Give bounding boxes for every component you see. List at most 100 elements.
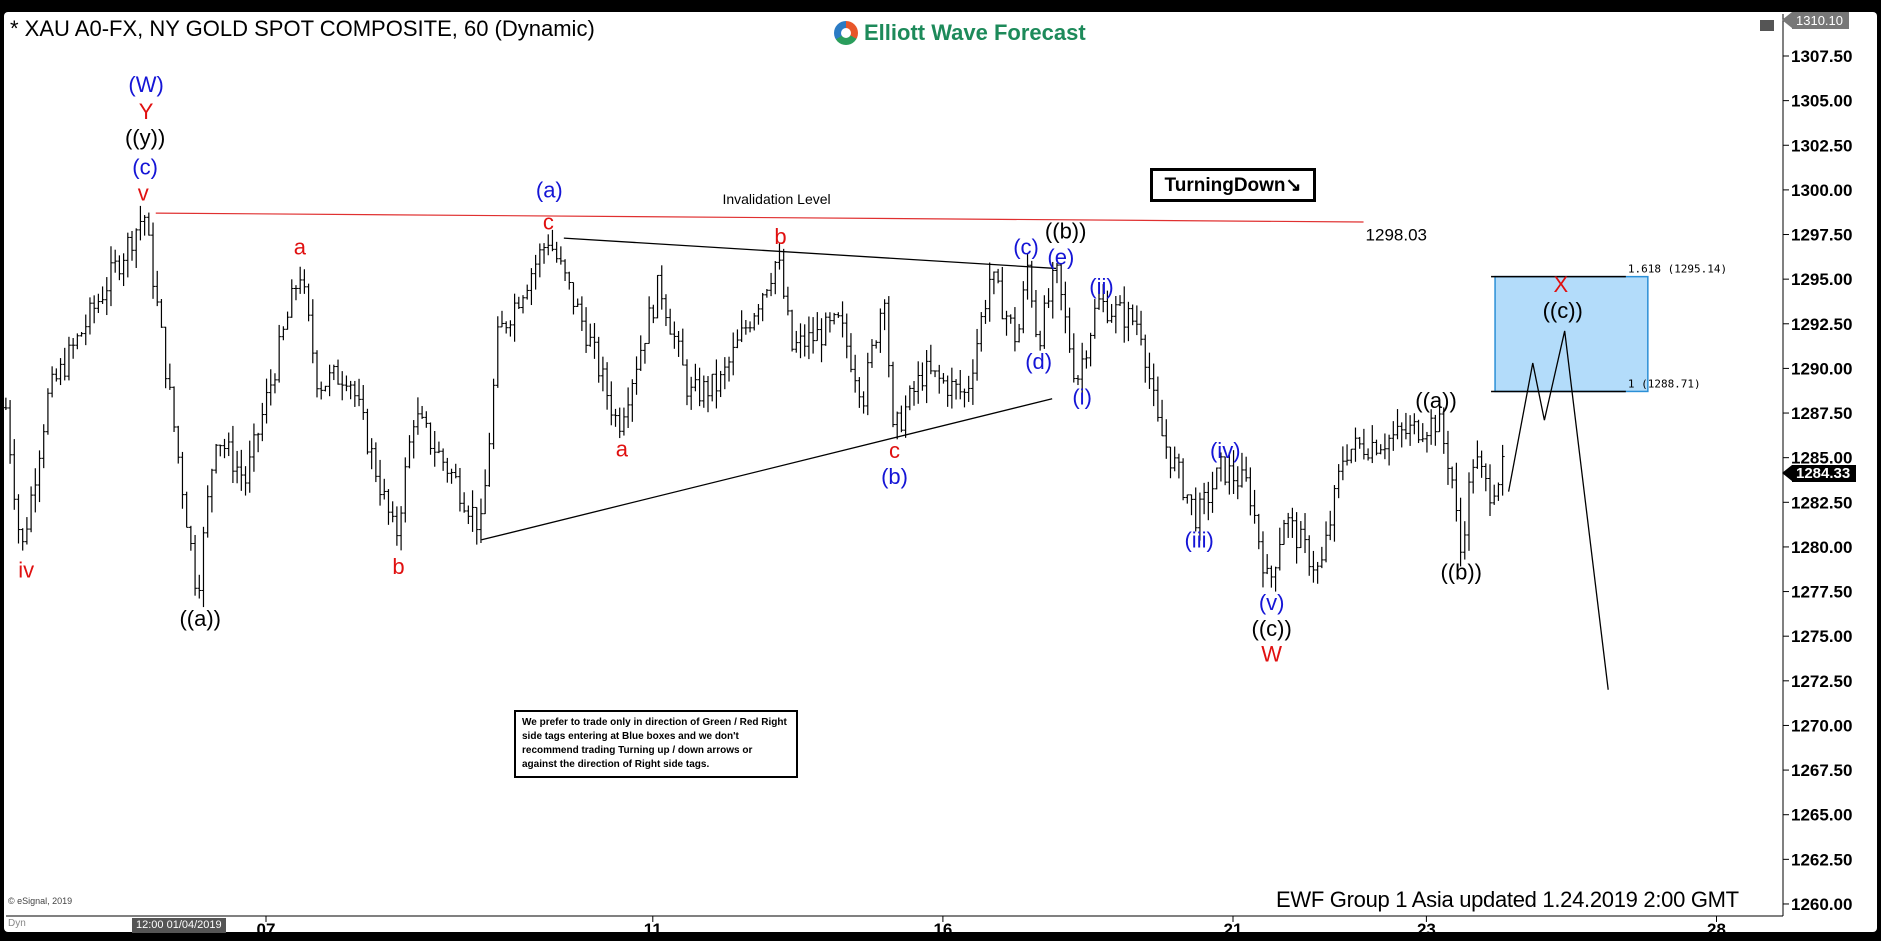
price-bar <box>1172 446 1177 472</box>
price-bar <box>966 375 971 402</box>
wave-label: (iii) <box>1184 527 1213 552</box>
price-bar <box>499 310 504 328</box>
price-bar <box>243 466 248 496</box>
price-bar <box>1420 423 1425 443</box>
price-bar <box>895 411 900 440</box>
price-bar <box>79 331 84 337</box>
price-bar <box>1008 314 1013 324</box>
price-bar <box>1122 286 1127 343</box>
price-bar <box>1248 467 1253 516</box>
y-tick-label: 1267.50 <box>1791 761 1852 780</box>
price-bar <box>1168 446 1173 479</box>
wave-label: ((y)) <box>125 125 165 150</box>
price-bar <box>857 377 862 408</box>
price-bar <box>1097 282 1102 310</box>
price-bar <box>1025 253 1030 300</box>
price-bar <box>983 299 988 324</box>
price-bar <box>1479 450 1484 478</box>
price-bar <box>1294 512 1299 564</box>
price-bar <box>340 371 345 401</box>
price-bar <box>890 361 895 428</box>
price-bar <box>239 449 244 491</box>
price-bar <box>113 249 118 273</box>
price-bar <box>617 407 622 439</box>
price-bar <box>344 375 349 392</box>
price-bar <box>407 435 412 469</box>
price-bar <box>50 366 55 398</box>
price-bar <box>96 293 101 314</box>
price-bar <box>1109 303 1114 323</box>
price-bar <box>1021 281 1026 334</box>
brand-logo: Elliott Wave Forecast <box>834 20 1086 46</box>
price-bar <box>504 321 509 334</box>
price-bar <box>1286 512 1291 538</box>
price-bar <box>542 243 547 264</box>
wave-label: Y <box>139 99 154 124</box>
price-bar <box>222 438 227 459</box>
price-bar <box>672 321 677 349</box>
price-bar <box>1075 375 1080 386</box>
chart-title: * XAU A0-FX, NY GOLD SPOT COMPOSITE, 60 … <box>10 16 595 41</box>
price-bar <box>92 295 97 324</box>
price-bar <box>1488 464 1493 516</box>
price-bar <box>584 307 589 353</box>
price-bar <box>815 312 820 342</box>
wave-label: ((c)) <box>1543 298 1583 323</box>
price-bar <box>1450 466 1455 489</box>
wave-label: ((b)) <box>1440 560 1482 585</box>
price-bar <box>659 265 664 310</box>
wave-label: W <box>1261 642 1282 667</box>
price-bar <box>1429 409 1434 445</box>
y-tick-label: 1275.00 <box>1791 627 1852 646</box>
price-bar <box>71 338 76 359</box>
restore-window-icon[interactable] <box>1760 20 1774 31</box>
price-bar <box>605 362 610 410</box>
price-bar <box>432 431 437 467</box>
price-bar <box>180 451 185 509</box>
price-bar <box>735 329 740 349</box>
price-bar <box>1311 550 1316 583</box>
x-tick-label: 11 <box>644 920 662 939</box>
price-bar <box>1176 453 1181 479</box>
price-bar <box>256 432 261 453</box>
price-bar <box>146 212 151 236</box>
price-bar <box>1033 289 1038 338</box>
price-bar <box>630 379 635 422</box>
price-bar <box>1424 431 1429 453</box>
price-bar <box>495 316 500 388</box>
y-tick-label: 1302.50 <box>1791 136 1852 155</box>
price-bar <box>516 296 521 309</box>
price-bar <box>134 228 139 268</box>
price-bar <box>1252 489 1257 524</box>
price-bar <box>537 243 542 278</box>
price-bar <box>1273 566 1278 592</box>
price-bar <box>575 298 580 307</box>
wave-label: (a) <box>536 177 563 202</box>
price-bar <box>369 438 374 470</box>
price-bar <box>970 359 975 405</box>
price-bar <box>159 298 164 328</box>
price-bar <box>945 375 950 407</box>
price-bar <box>592 323 597 359</box>
price-bar <box>668 308 673 335</box>
price-bar <box>882 299 887 331</box>
turning-down-tag: TurningDown↘ <box>1150 168 1316 202</box>
price-bar <box>1080 342 1085 397</box>
price-bar <box>1017 323 1022 343</box>
price-bar <box>588 323 593 347</box>
price-bar <box>743 319 748 335</box>
price-bar <box>378 459 383 506</box>
price-bar <box>151 222 156 299</box>
price-bar <box>1063 281 1068 334</box>
price-bar <box>533 254 538 290</box>
price-bar <box>117 255 122 281</box>
price-bar <box>260 402 265 442</box>
price-bar <box>327 364 332 397</box>
price-bar <box>1210 471 1215 513</box>
price-bar <box>777 243 782 270</box>
wave-label: (i) <box>1072 385 1092 410</box>
price-bar <box>1181 458 1186 501</box>
price-bar <box>1395 409 1400 440</box>
wave-label: (W) <box>128 72 163 97</box>
price-bar <box>306 283 311 322</box>
